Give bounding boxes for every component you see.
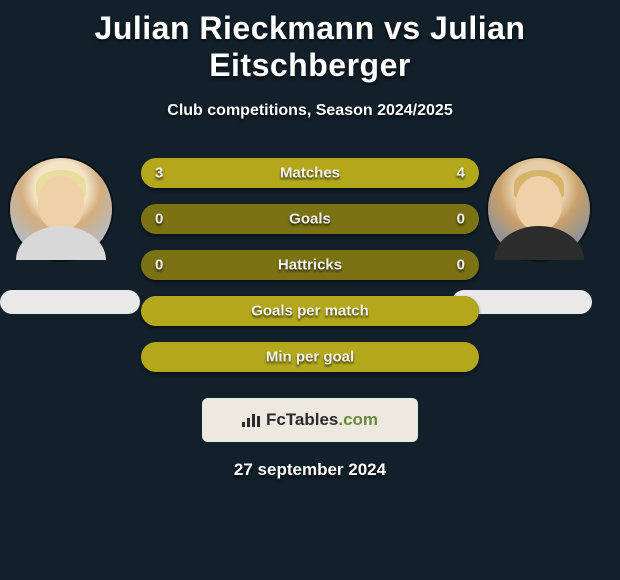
- stat-row: Goals per match: [141, 296, 479, 326]
- stat-row: 3 4 Matches: [141, 158, 479, 188]
- stat-right-value: 4: [457, 165, 465, 182]
- player1-team-pill: [0, 290, 140, 314]
- stat-row: 0 0 Goals: [141, 204, 479, 234]
- stat-label: Min per goal: [266, 349, 354, 366]
- stat-row: Min per goal: [141, 342, 479, 372]
- stat-label: Matches: [280, 165, 340, 182]
- stat-right-value: 0: [457, 257, 465, 274]
- subtitle: Club competitions, Season 2024/2025: [0, 102, 620, 120]
- player2-avatar: [488, 158, 590, 260]
- stat-left-value: 0: [155, 257, 163, 274]
- stat-label: Goals per match: [251, 303, 369, 320]
- stat-left-value: 3: [155, 165, 163, 182]
- player1-avatar: [10, 158, 112, 260]
- stat-label: Hattricks: [278, 257, 342, 274]
- comparison-panel: 3 4 Matches 0 0 Goals 0 0 Hattricks Goals per mat…: [0, 158, 620, 388]
- stat-right-value: 0: [457, 211, 465, 228]
- fctables-logo: FcTables.com: [202, 398, 418, 442]
- stat-row: 0 0 Hattricks: [141, 250, 479, 280]
- stat-left-value: 0: [155, 211, 163, 228]
- snapshot-date: 27 september 2024: [0, 460, 620, 480]
- chart-icon: [242, 413, 260, 427]
- page-title: Julian Rieckmann vs Julian Eitschberger: [0, 0, 620, 84]
- logo-domain: .com: [338, 410, 378, 429]
- stat-label: Goals: [289, 211, 331, 228]
- stat-bars: 3 4 Matches 0 0 Goals 0 0 Hattricks Goals per mat…: [141, 158, 479, 372]
- logo-brand: FcTables: [266, 410, 338, 429]
